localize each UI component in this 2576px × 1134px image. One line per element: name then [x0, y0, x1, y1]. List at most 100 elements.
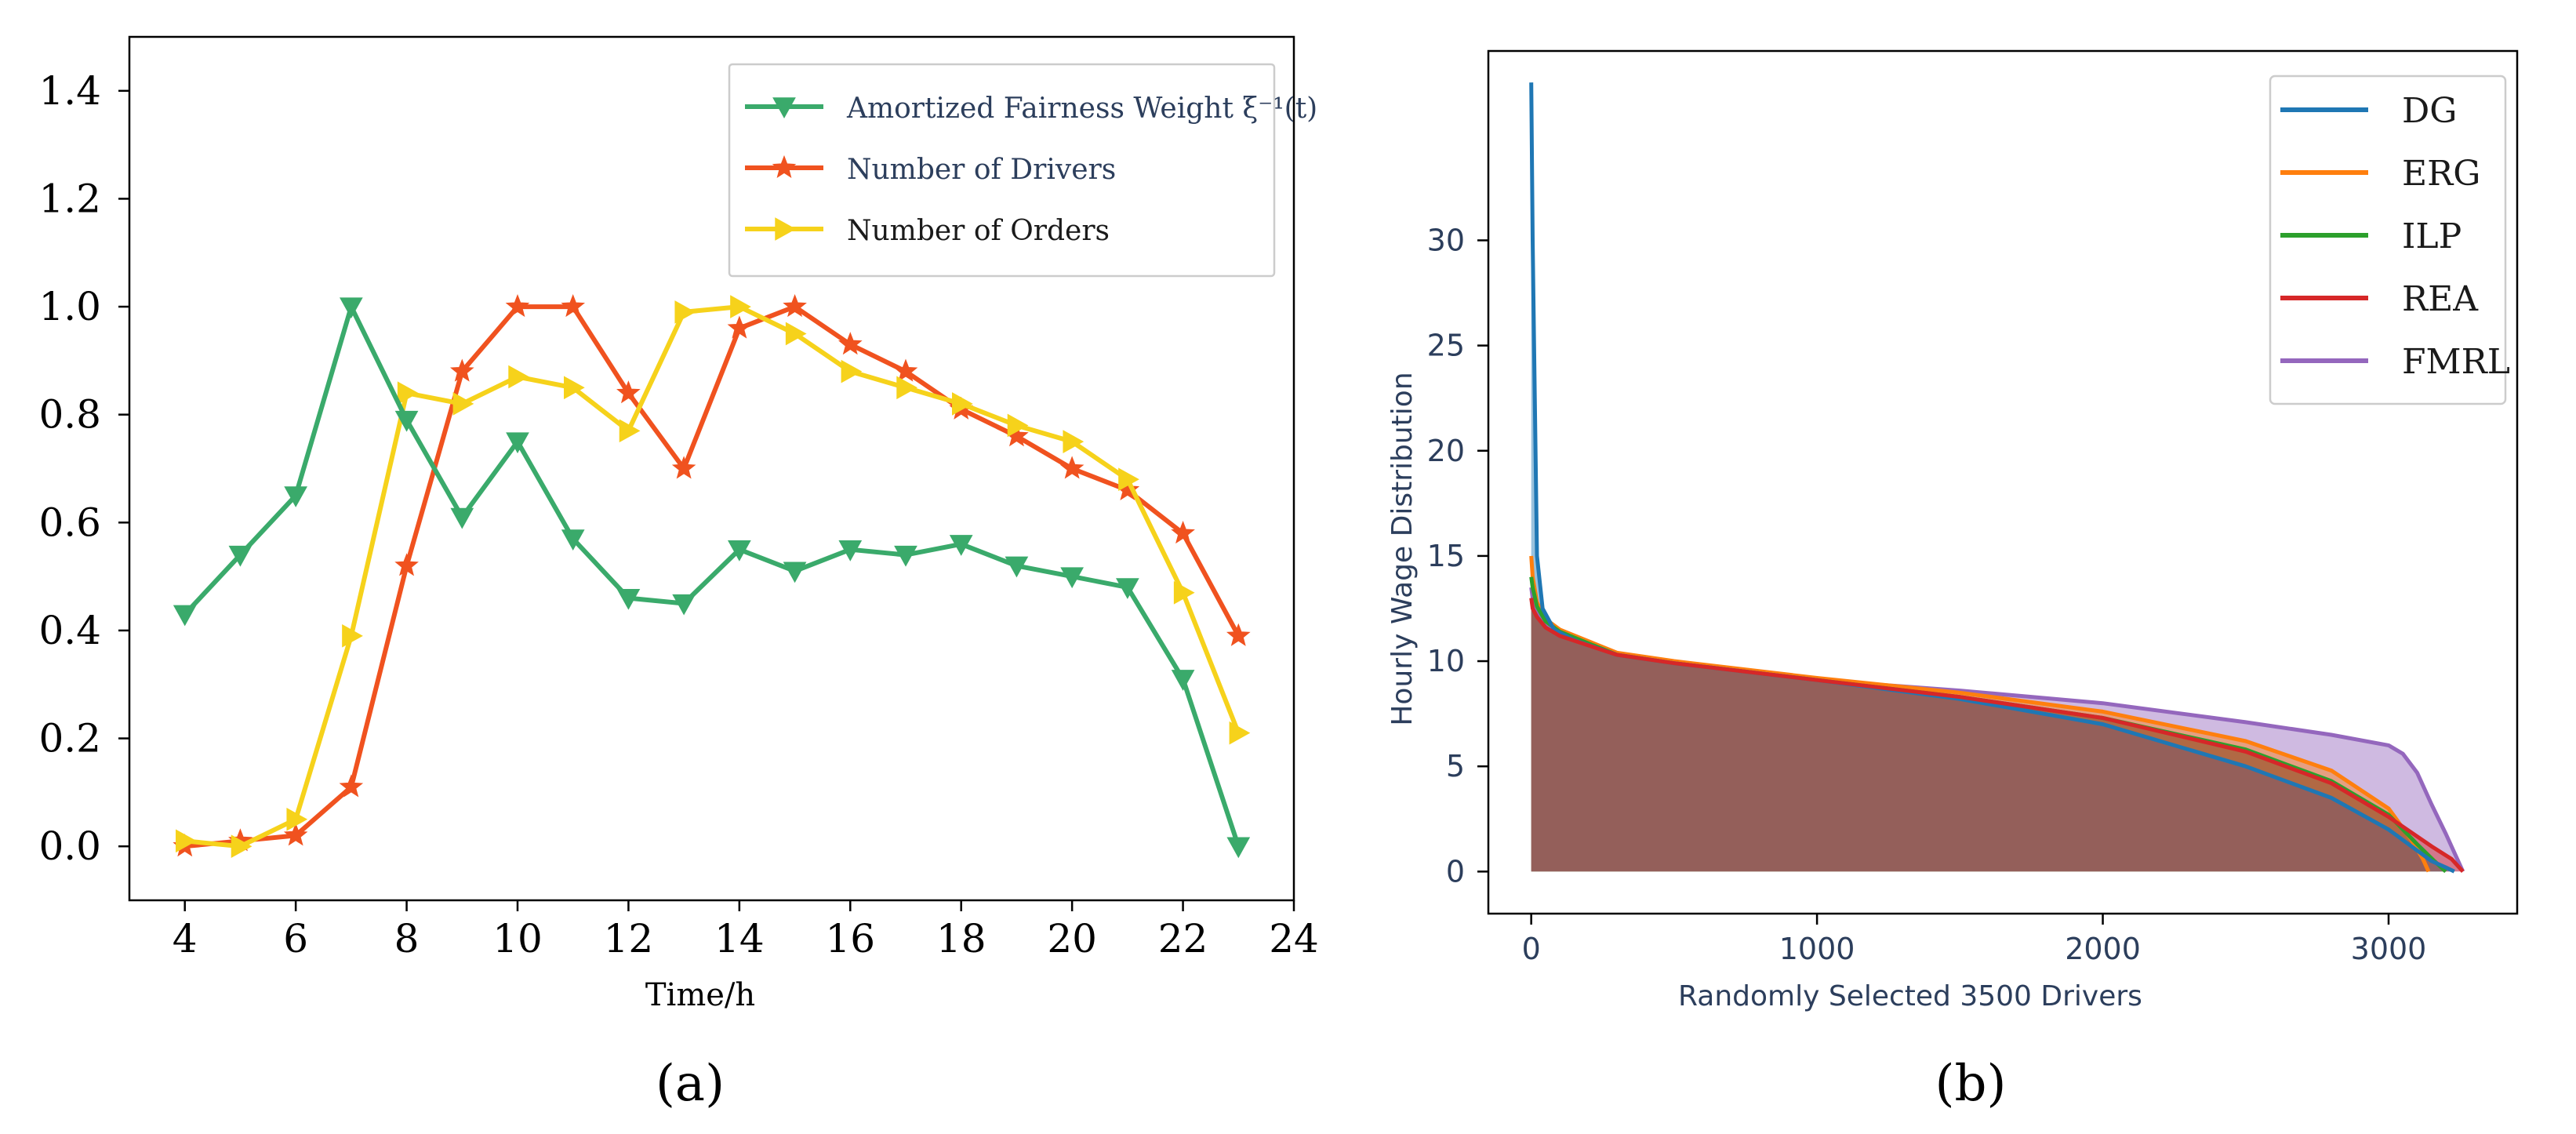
series-area	[1531, 587, 2463, 872]
data-point	[283, 823, 308, 846]
series-line	[183, 304, 1241, 848]
y-tick-label: 25	[1427, 329, 1465, 363]
data-point	[508, 365, 530, 389]
data-point	[837, 332, 863, 355]
x-tick-label: 4	[173, 916, 198, 961]
data-point	[672, 594, 696, 616]
data-point	[949, 535, 973, 556]
data-point	[228, 545, 253, 567]
legend-label: FMRL	[2402, 342, 2510, 382]
legend-label: REA	[2402, 279, 2479, 319]
chart-a-axes: 4 6 8 10 12 14 16 18 20 22 24 0.0 0.2 0.4 0.6 0.8 1.0 1.2…	[38, 35, 1319, 961]
data-point	[1116, 578, 1139, 599]
data-point	[1226, 837, 1251, 859]
legend-label: Number of Drivers	[847, 154, 1116, 186]
x-tick-label: 12	[604, 916, 654, 961]
data-point	[730, 295, 751, 318]
data-point	[783, 562, 807, 583]
data-point	[1060, 567, 1084, 589]
data-point	[1059, 456, 1085, 479]
data-point	[896, 376, 918, 400]
series-line	[184, 304, 1241, 849]
data-point	[1005, 556, 1029, 578]
y-tick-label: 0.6	[38, 500, 101, 545]
chart-b-x-axis-label: Randomly Selected 3500 Drivers	[1678, 980, 2142, 1012]
y-tick-label: 0.0	[38, 823, 101, 869]
data-point	[616, 588, 641, 610]
data-point	[561, 294, 586, 318]
y-tick-label: 20	[1427, 434, 1465, 468]
data-point	[452, 392, 474, 416]
x-tick-label: 24	[1269, 916, 1319, 961]
chart-b-axes: 0 1000 2000 3000 0 5 10 15 20 25 30	[1427, 49, 2519, 966]
x-tick-label: 0	[1522, 932, 1541, 966]
y-tick-label: 0	[1446, 854, 1465, 889]
x-tick-label: 16	[825, 916, 875, 961]
data-point	[340, 297, 363, 319]
y-tick-label: 1.4	[38, 68, 101, 114]
legend-marker	[775, 217, 797, 241]
data-point	[728, 540, 751, 562]
legend-marker	[772, 154, 797, 179]
data-point	[505, 294, 530, 318]
legend-label: DG	[2402, 91, 2457, 131]
data-point	[561, 529, 585, 551]
data-point	[176, 829, 197, 853]
data-point	[1118, 467, 1139, 492]
data-point	[894, 545, 917, 567]
series-area	[1531, 555, 2429, 872]
x-tick-label: 18	[936, 916, 986, 961]
series-area	[1531, 598, 2463, 872]
legend-label: ERG	[2402, 154, 2480, 194]
data-point	[838, 540, 863, 562]
data-point	[671, 456, 696, 479]
data-point	[284, 486, 307, 507]
data-point	[616, 380, 641, 404]
chart-b: 0 1000 2000 3000 0 5 10 15 20 25 30 DG ERG ILP REA FMR…	[1386, 49, 2519, 1113]
y-tick-label: 5	[1446, 749, 1465, 783]
chart-a-x-axis-label: Time/h	[645, 977, 755, 1013]
y-tick-label: 0.8	[38, 392, 101, 438]
data-point	[1173, 580, 1195, 605]
x-tick-label: 1000	[1779, 932, 1855, 966]
chart-b-legend: DG ERG ILP REA FMRL	[2269, 75, 2510, 405]
chart-a: 4 6 8 10 12 14 16 18 20 22 24 0.0 0.2 0.4 0.6 0.8 1.0 1.2…	[38, 35, 1319, 1113]
series-line	[184, 304, 1241, 849]
chart-a-series	[173, 294, 1251, 859]
data-point	[727, 315, 752, 339]
y-tick-label: 30	[1427, 223, 1465, 257]
data-point	[1229, 721, 1251, 745]
data-point	[342, 623, 363, 648]
x-tick-label: 20	[1047, 916, 1097, 961]
panel-b-caption: (b)	[1935, 1055, 2007, 1113]
data-point	[619, 419, 641, 443]
y-tick-label: 0.4	[38, 608, 101, 653]
x-tick-label: 8	[394, 916, 420, 961]
y-tick-label: 1.2	[38, 176, 101, 221]
y-tick-label: 1.0	[38, 284, 101, 329]
data-point	[397, 381, 419, 405]
data-point	[1007, 413, 1029, 438]
chart-b-series	[1529, 82, 2465, 874]
legend-label: Amortized Fairness Weight ξ⁻¹(t)	[846, 93, 1317, 125]
legend-box	[728, 63, 1276, 278]
legend-label: Number of Orders	[847, 215, 1110, 247]
data-point	[1063, 430, 1085, 453]
legend-label: ILP	[2402, 216, 2462, 256]
data-point	[952, 392, 973, 416]
data-point	[1226, 623, 1251, 646]
data-point	[450, 507, 474, 529]
data-point	[394, 553, 419, 576]
data-point	[394, 410, 419, 432]
data-point	[339, 774, 364, 798]
y-tick-label: 15	[1427, 539, 1465, 573]
data-point	[1171, 670, 1195, 691]
series-line	[1529, 598, 2465, 873]
x-tick-label: 14	[714, 916, 765, 961]
data-point	[1171, 521, 1195, 544]
data-point	[564, 376, 585, 400]
data-point	[231, 834, 253, 859]
legend-box	[2269, 75, 2507, 405]
data-point	[286, 807, 308, 831]
